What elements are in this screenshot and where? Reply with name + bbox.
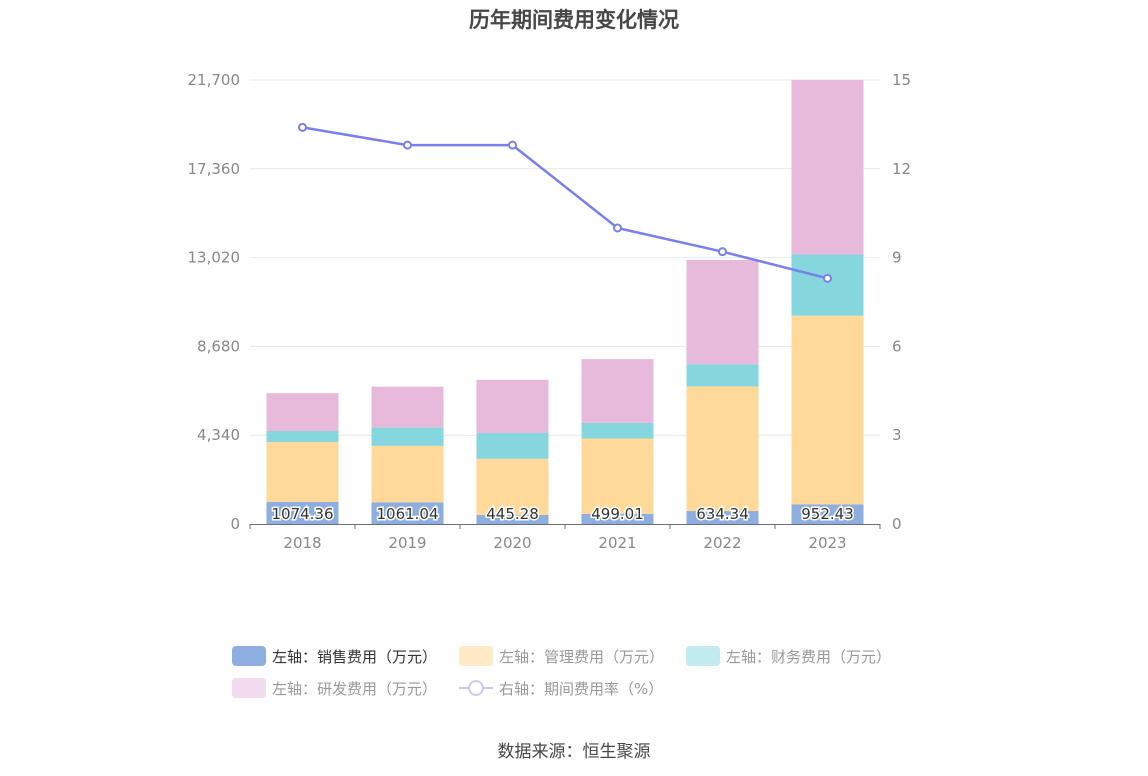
expense-rate-point — [613, 223, 622, 233]
bar-rnd — [581, 359, 654, 423]
left-axis-tick-label: 8,680 — [197, 337, 240, 355]
bar-admin — [266, 442, 339, 503]
legend-label-rnd: 左轴：研发费用（万元） — [272, 679, 438, 698]
x-axis-tick-label: 2018 — [283, 534, 321, 552]
bar-finance — [476, 433, 549, 459]
bar-sales — [791, 504, 864, 524]
legend-item-rnd[interactable]: 左轴：研发费用（万元） — [232, 678, 437, 699]
bar-rnd — [266, 393, 339, 432]
bar-admin — [476, 458, 549, 515]
expense-rate-point — [823, 273, 832, 283]
bar-rnd — [476, 379, 549, 434]
legend-swatch-admin — [459, 646, 494, 666]
expense-rate-point — [298, 122, 307, 132]
left-axis-tick-label: 13,020 — [188, 249, 241, 267]
right-axis-tick-label: 9 — [892, 249, 902, 267]
legend-label-admin: 左轴：管理费用（万元） — [499, 647, 665, 666]
x-axis-tick-label: 2020 — [493, 534, 531, 552]
right-axis-tick-label: 12 — [892, 160, 911, 178]
bar-finance — [371, 427, 444, 446]
bar-rnd — [686, 259, 759, 365]
legend-item-admin[interactable]: 左轴：管理费用（万元） — [459, 646, 664, 667]
bar-admin — [581, 438, 654, 514]
chart-area: 0 4,340 8,680 13,020 17,360 21,700 0 3 6 9 12 15 2… — [188, 71, 912, 552]
bar-sales — [371, 502, 444, 524]
bar-sales — [686, 511, 759, 524]
bar-finance — [791, 254, 864, 316]
grid-lines — [250, 79, 880, 436]
bar-rnd — [371, 386, 444, 428]
left-axis-tick-label: 17,360 — [188, 160, 241, 178]
bar-sales — [476, 514, 549, 524]
sales-data-label: 1074.36 — [271, 505, 333, 523]
legend-row-2: 左轴：研发费用（万元） 右轴：期间费用率（%） — [232, 672, 932, 704]
legend-item-finance[interactable]: 左轴：财务费用（万元） — [686, 646, 891, 667]
sales-data-label: 952.43 — [801, 505, 854, 523]
bar-admin — [371, 445, 444, 503]
data-source-note: 数据来源：恒生聚源 — [497, 742, 651, 762]
legend-line-marker-icon — [459, 678, 494, 698]
bar-finance — [581, 422, 654, 439]
right-axis-tick-label: 15 — [892, 71, 911, 89]
left-y-axis: 0 4,340 8,680 13,020 17,360 21,700 — [188, 71, 241, 533]
legend: 左轴：销售费用（万元） 左轴：管理费用（万元） 左轴：财务费用（万元） 左轴：研… — [232, 640, 932, 704]
right-axis-tick-label: 3 — [892, 426, 902, 444]
expense-rate-point — [403, 140, 412, 150]
bar-admin — [686, 386, 759, 512]
bar-finance — [266, 431, 339, 443]
right-axis-tick-label: 0 — [892, 515, 902, 533]
right-y-axis: 0 3 6 9 12 15 — [892, 71, 911, 533]
expense-rate-point — [508, 140, 517, 150]
legend-row-1: 左轴：销售费用（万元） 左轴：管理费用（万元） 左轴：财务费用（万元） — [232, 640, 932, 672]
legend-swatch-finance — [686, 646, 721, 666]
sales-data-label: 634.34 — [696, 505, 749, 523]
data-labels: 1074.36 1061.04 445.28 499.01 634.34 952.43 — [270, 504, 855, 525]
sales-data-label: 1061.04 — [376, 505, 438, 523]
right-axis-tick-label: 6 — [892, 337, 902, 355]
left-axis-tick-label: 4,340 — [197, 426, 240, 444]
legend-swatch-rnd — [232, 678, 266, 698]
x-axis: 2018 2019 2020 2021 2022 2023 — [249, 524, 881, 552]
left-axis-tick-label: 21,700 — [188, 71, 241, 89]
legend-label-expense-rate: 右轴：期间费用率（%） — [499, 679, 664, 698]
bar-sales — [581, 513, 654, 524]
chart-title: 历年期间费用变化情况 — [469, 8, 679, 32]
legend-label-finance: 左轴：财务费用（万元） — [726, 647, 892, 666]
bar-series — [266, 79, 864, 524]
sales-data-label: 445.28 — [486, 505, 539, 523]
bar-admin — [791, 315, 864, 505]
x-axis-tick-label: 2023 — [808, 534, 846, 552]
legend-item-sales[interactable]: 左轴：销售费用（万元） — [232, 646, 437, 667]
legend-item-expense-rate[interactable]: 右轴：期间费用率（%） — [459, 678, 663, 699]
bar-finance — [686, 364, 759, 387]
left-axis-tick-label: 0 — [230, 515, 240, 533]
expense-rate-point — [718, 247, 727, 257]
x-axis-tick-label: 2021 — [598, 534, 636, 552]
bar-sales — [266, 502, 339, 524]
x-axis-tick-label: 2022 — [703, 534, 741, 552]
expense-rate-line — [302, 126, 828, 280]
bar-rnd — [791, 79, 864, 255]
x-axis-tick-label: 2019 — [388, 534, 426, 552]
legend-label-sales: 左轴：销售费用（万元） — [272, 647, 438, 666]
line-series — [298, 122, 832, 283]
sales-data-label: 499.01 — [591, 505, 644, 523]
legend-swatch-sales — [232, 646, 266, 666]
